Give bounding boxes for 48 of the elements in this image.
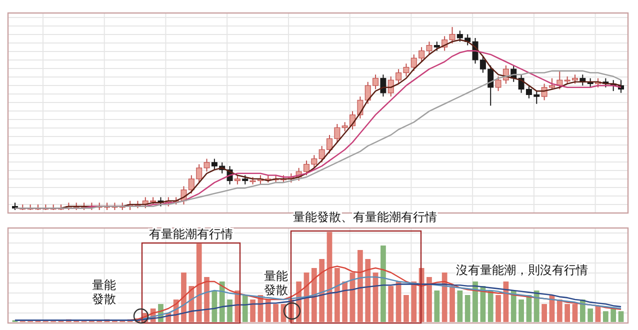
bar bbox=[534, 290, 540, 322]
annotation: 量能發散 bbox=[264, 269, 288, 297]
bar bbox=[588, 308, 594, 322]
candlestick bbox=[204, 158, 210, 172]
candlestick bbox=[234, 174, 240, 185]
bar bbox=[472, 282, 478, 322]
bar bbox=[242, 295, 248, 322]
bar bbox=[334, 268, 340, 322]
bar bbox=[488, 290, 494, 322]
bar bbox=[556, 300, 562, 322]
bar bbox=[434, 290, 440, 322]
annotation: 沒有量能潮，則沒有行情 bbox=[456, 263, 588, 277]
bar bbox=[496, 295, 501, 322]
bar bbox=[518, 300, 524, 322]
bar bbox=[618, 311, 624, 322]
bar bbox=[358, 250, 363, 322]
bar bbox=[610, 308, 616, 322]
bar bbox=[564, 304, 570, 322]
bar bbox=[319, 259, 325, 322]
bar bbox=[450, 286, 455, 322]
candlestick bbox=[242, 174, 248, 185]
bar bbox=[273, 304, 278, 322]
bar bbox=[572, 304, 578, 322]
bar bbox=[464, 295, 470, 322]
annotation: 量能發散、有量能潮有行情 bbox=[293, 210, 437, 224]
bar bbox=[510, 290, 516, 322]
bar bbox=[602, 311, 608, 322]
candlestick bbox=[380, 74, 386, 98]
bar bbox=[388, 286, 394, 322]
bar bbox=[196, 244, 202, 322]
bar bbox=[265, 300, 271, 322]
bar bbox=[380, 246, 386, 322]
bar bbox=[404, 295, 409, 322]
bar bbox=[227, 300, 232, 322]
bar bbox=[250, 300, 256, 322]
bar bbox=[542, 304, 547, 322]
bar bbox=[311, 268, 317, 322]
bar bbox=[457, 290, 463, 322]
bar bbox=[426, 277, 432, 322]
bar bbox=[204, 277, 210, 322]
bar bbox=[442, 272, 448, 322]
annotation: 有量能潮有行情 bbox=[149, 227, 233, 241]
bar bbox=[411, 282, 417, 322]
bar bbox=[181, 272, 186, 322]
annotation: 量能發散 bbox=[92, 278, 116, 306]
bar bbox=[342, 282, 348, 322]
candlestick bbox=[434, 41, 440, 52]
bar bbox=[365, 259, 371, 322]
